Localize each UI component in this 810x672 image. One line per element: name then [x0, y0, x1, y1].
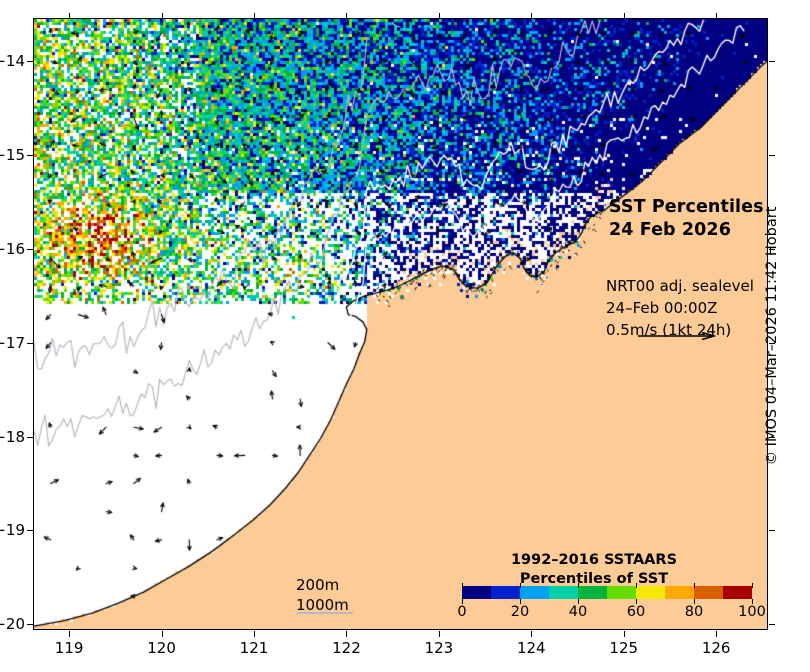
y-axis-tick-right: [769, 155, 775, 157]
depth-contour-legend: 200m 1000m: [296, 575, 349, 616]
colorbar-tick: [752, 583, 753, 588]
x-axis-label: 124: [516, 639, 546, 657]
legend-line-scale: 0.5m/s (1kt 24h): [606, 320, 732, 339]
y-axis-label: −15: [0, 146, 25, 165]
y-axis-tick-right: [769, 61, 775, 63]
x-axis-label: 123: [424, 639, 454, 657]
current-vector-legend: NRT00 adj. sealevel 24–Feb 00:00Z 0.5m/s…: [606, 276, 754, 341]
colorbar-title-line1: 1992–2016 SSTAARS: [510, 552, 678, 568]
colorbar-tick-label: 40: [568, 604, 588, 620]
x-axis-label: 125: [609, 639, 639, 657]
colorbar-tick: [520, 583, 521, 588]
y-axis-label: −18: [0, 427, 25, 446]
colorbar-band-1: [491, 586, 520, 599]
colorbar-tick: [520, 599, 521, 604]
y-axis-label: −17: [0, 333, 25, 352]
depth-contour-1000m: 1000m: [296, 596, 349, 615]
y-axis-tick: [27, 248, 33, 250]
copyright-credit: © IMOS 04–Mar–2026 11:42 Hobart: [764, 206, 780, 466]
colorbar-band-9: [723, 586, 752, 599]
colorbar-tick-label: 60: [626, 604, 646, 620]
colorbar-tick: [694, 599, 695, 604]
colorbar-tick-label: 80: [684, 604, 704, 620]
legend-line-time: 24–Feb 00:00Z: [606, 298, 718, 317]
y-axis-tick: [27, 624, 33, 626]
y-axis-tick: [27, 155, 33, 157]
y-axis-label: −16: [0, 239, 25, 258]
colorbar-tick: [578, 583, 579, 588]
y-axis-tick-right: [769, 624, 775, 626]
y-axis-tick: [27, 342, 33, 344]
sst-percentile-raster: [34, 19, 767, 629]
x-axis-tick-top: [438, 13, 440, 19]
x-axis-label: 126: [701, 639, 731, 657]
colorbar-band-7: [665, 586, 694, 599]
x-axis-tick: [623, 631, 625, 637]
colorbar-title-line2: Percentiles of SST: [519, 570, 669, 587]
colorbar-band-2: [520, 586, 549, 599]
y-axis-tick: [27, 530, 33, 532]
current-vector-arrow-icon: [638, 331, 716, 341]
y-axis-tick: [27, 436, 33, 438]
map-title-line1: SST Percentiles: [609, 197, 764, 217]
x-axis-label: 120: [147, 639, 176, 657]
colorbar-band-6: [636, 586, 665, 599]
colorbar-tick: [694, 583, 695, 588]
depth-contour-rule: [297, 612, 353, 614]
y-axis-tick-right: [769, 248, 775, 250]
colorbar-tick-label: 0: [457, 604, 467, 620]
x-axis-tick: [69, 631, 71, 637]
x-axis-tick: [253, 631, 255, 637]
colorbar-band-4: [578, 586, 607, 599]
colorbar-tick: [462, 599, 463, 604]
colorbar-title-block: 1992–2016 SSTAARS Percentiles of SST: [429, 551, 759, 589]
x-axis-label: 121: [239, 639, 269, 657]
y-axis-tick-right: [769, 342, 775, 344]
x-axis-tick-top: [69, 13, 71, 19]
y-axis-tick: [27, 61, 33, 63]
colorbar-band-5: [607, 586, 636, 599]
colorbar-tick-label: 20: [510, 604, 530, 620]
colorbar-tick: [636, 599, 637, 604]
map-title: SST Percentiles 24 Feb 2026: [609, 196, 764, 242]
colorbar-tick: [462, 583, 463, 588]
colorbar-tick: [636, 583, 637, 588]
colorbar-tick: [578, 599, 579, 604]
colorbar-gradient[interactable]: [462, 586, 752, 599]
x-axis-tick-top: [716, 13, 718, 19]
y-axis-label: −14: [0, 52, 25, 71]
x-axis-tick: [161, 631, 163, 637]
x-axis-tick-top: [253, 13, 255, 19]
y-axis-label: −20: [0, 615, 25, 634]
colorbar-tick-label: 100: [738, 604, 766, 620]
colorbar-tick: [752, 599, 753, 604]
legend-line-product: NRT00 adj. sealevel: [606, 277, 754, 295]
x-axis-tick: [346, 631, 348, 637]
x-axis-tick: [716, 631, 718, 637]
colorbar-band-8: [694, 586, 723, 599]
x-axis-label: 119: [54, 639, 84, 657]
x-axis-tick-top: [346, 13, 348, 19]
y-axis-label: −19: [0, 521, 25, 540]
y-axis-tick-right: [769, 436, 775, 438]
map-plot-area[interactable]: [33, 18, 768, 630]
map-title-line2: 24 Feb 2026: [609, 220, 731, 241]
y-axis-tick-right: [769, 530, 775, 532]
colorbar-band-3: [549, 586, 578, 599]
x-axis-label: 122: [332, 639, 361, 657]
colorbar-band-0: [462, 586, 491, 599]
x-axis-tick-top: [531, 13, 533, 19]
x-axis-tick: [438, 631, 440, 637]
x-axis-tick-top: [161, 13, 163, 19]
depth-contour-200m: 200m: [296, 576, 340, 594]
x-axis-tick: [531, 631, 533, 637]
x-axis-tick-top: [623, 13, 625, 19]
